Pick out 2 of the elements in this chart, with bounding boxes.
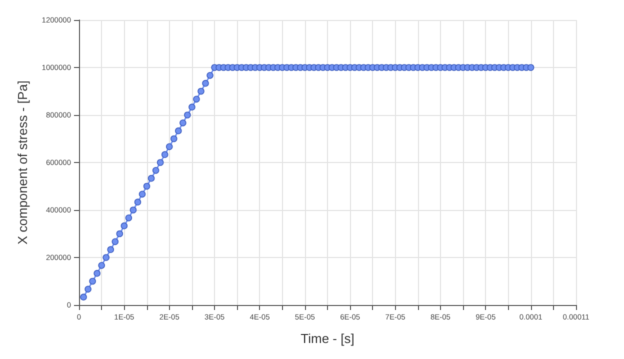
x-axis-title: Time - [s] (300, 331, 354, 346)
y-axis-title: X component of stress - [Pa] (15, 80, 30, 245)
